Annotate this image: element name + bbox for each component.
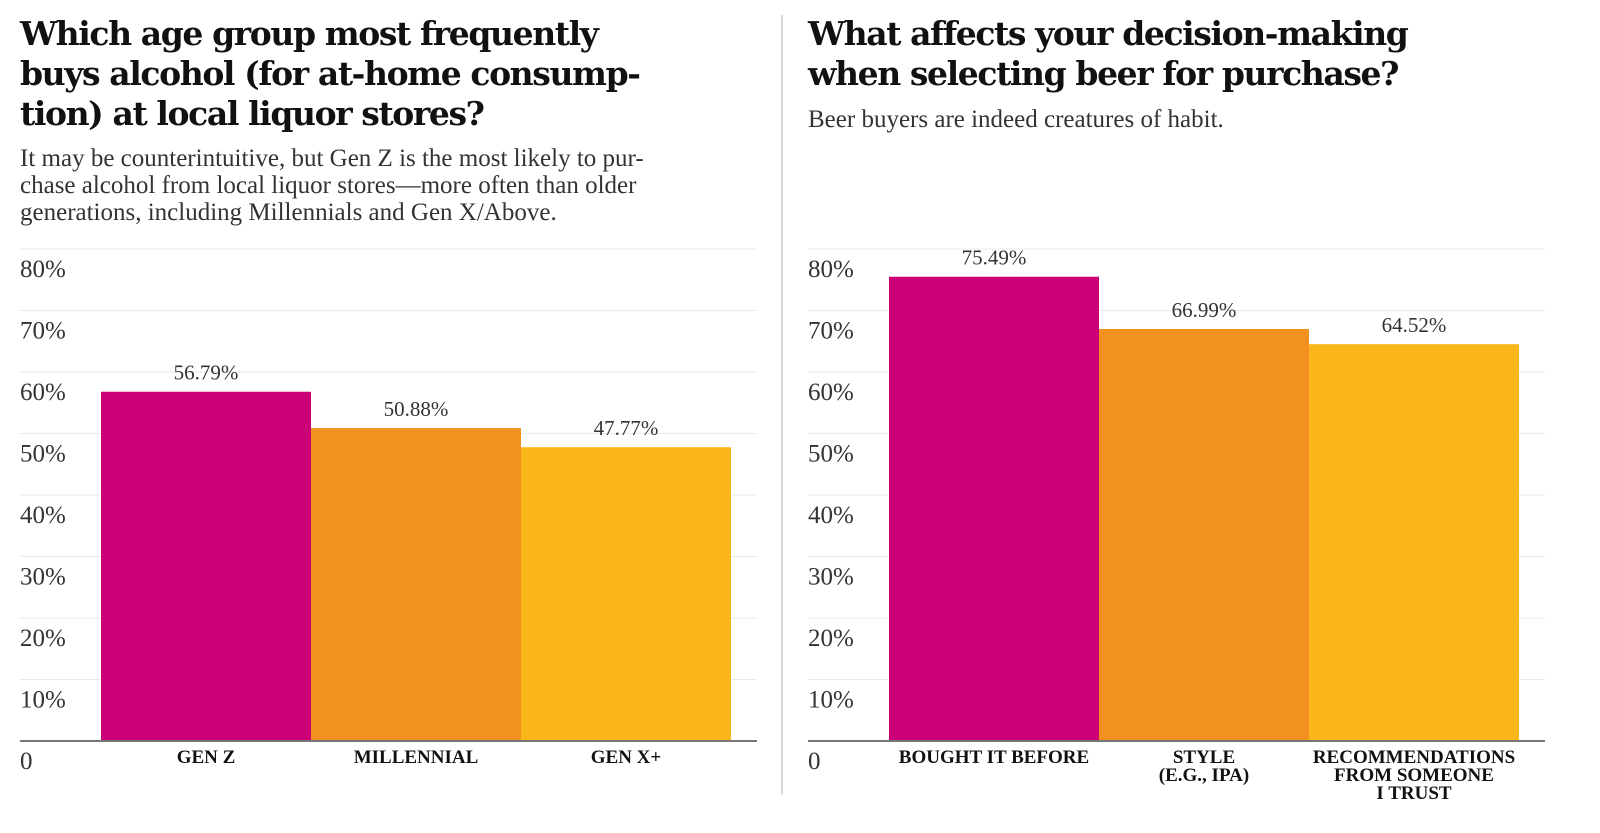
x-tick-label: STYLE (E.G., IPA)	[1158, 747, 1250, 786]
x-tick-label: RECOMMENDATIONS FROM SOMEONE I TRUST	[1312, 747, 1516, 804]
x-tick-label: GEN X+	[590, 747, 662, 768]
y-tick-label: 20%	[808, 625, 854, 652]
y-tick-label: 60%	[20, 379, 66, 406]
chart-subtitle: It may be counterintuitive, but Gen Z is…	[20, 145, 644, 226]
y-tick-label: 60%	[808, 379, 854, 406]
y-tick-label: 70%	[20, 318, 66, 345]
y-tick-label: 0	[808, 748, 821, 775]
y-tick-label: 40%	[808, 502, 854, 529]
value-label: 47.77%	[594, 416, 659, 440]
y-tick-label: 50%	[20, 441, 66, 468]
x-tick-label: GEN Z	[176, 747, 236, 768]
y-tick-label: 20%	[20, 625, 66, 652]
bar	[311, 428, 521, 741]
value-label: 66.99%	[1172, 298, 1237, 322]
y-tick-label: 0	[20, 748, 33, 775]
y-tick-label: 80%	[808, 256, 854, 283]
bar	[889, 276, 1099, 741]
y-tick-label: 30%	[20, 564, 66, 591]
y-tick-label: 10%	[808, 687, 854, 714]
y-tick-label: 70%	[808, 318, 854, 345]
value-label: 56.79%	[174, 361, 239, 385]
y-tick-label: 10%	[20, 687, 66, 714]
value-label: 64.52%	[1382, 313, 1447, 337]
bar	[521, 447, 731, 741]
bar	[1309, 344, 1519, 741]
y-tick-label: 30%	[808, 564, 854, 591]
value-label: 50.88%	[384, 397, 449, 421]
y-tick-label: 80%	[20, 256, 66, 283]
chart-title: Which age group most frequently buys alc…	[20, 14, 641, 133]
x-tick-label: MILLENNIAL	[353, 747, 479, 768]
x-tick-label: BOUGHT IT BEFORE	[898, 747, 1090, 768]
y-tick-label: 40%	[20, 502, 66, 529]
y-tick-label: 50%	[808, 441, 854, 468]
chart-title: What affects your decision-making when s…	[808, 14, 1409, 93]
chart-subtitle: Beer buyers are indeed creatures of habi…	[808, 106, 1224, 133]
bar	[1099, 329, 1309, 741]
value-label: 75.49%	[962, 246, 1027, 270]
bar	[101, 391, 311, 741]
